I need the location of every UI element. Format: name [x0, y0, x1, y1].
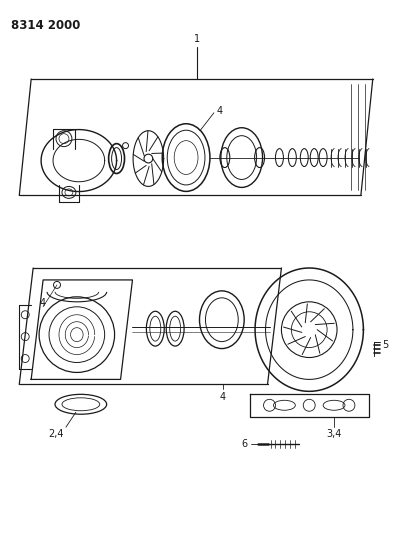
Text: 4: 4	[40, 298, 46, 308]
Text: 2,4: 2,4	[48, 429, 64, 439]
Text: 3,4: 3,4	[326, 429, 342, 439]
Text: 5: 5	[382, 340, 388, 350]
Text: 4: 4	[220, 392, 226, 402]
Text: 1: 1	[194, 34, 200, 44]
Text: 8314 2000: 8314 2000	[11, 19, 81, 33]
Text: 4: 4	[217, 106, 223, 116]
Text: 6: 6	[241, 439, 248, 449]
